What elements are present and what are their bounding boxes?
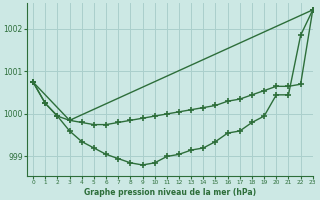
X-axis label: Graphe pression niveau de la mer (hPa): Graphe pression niveau de la mer (hPa) bbox=[84, 188, 256, 197]
